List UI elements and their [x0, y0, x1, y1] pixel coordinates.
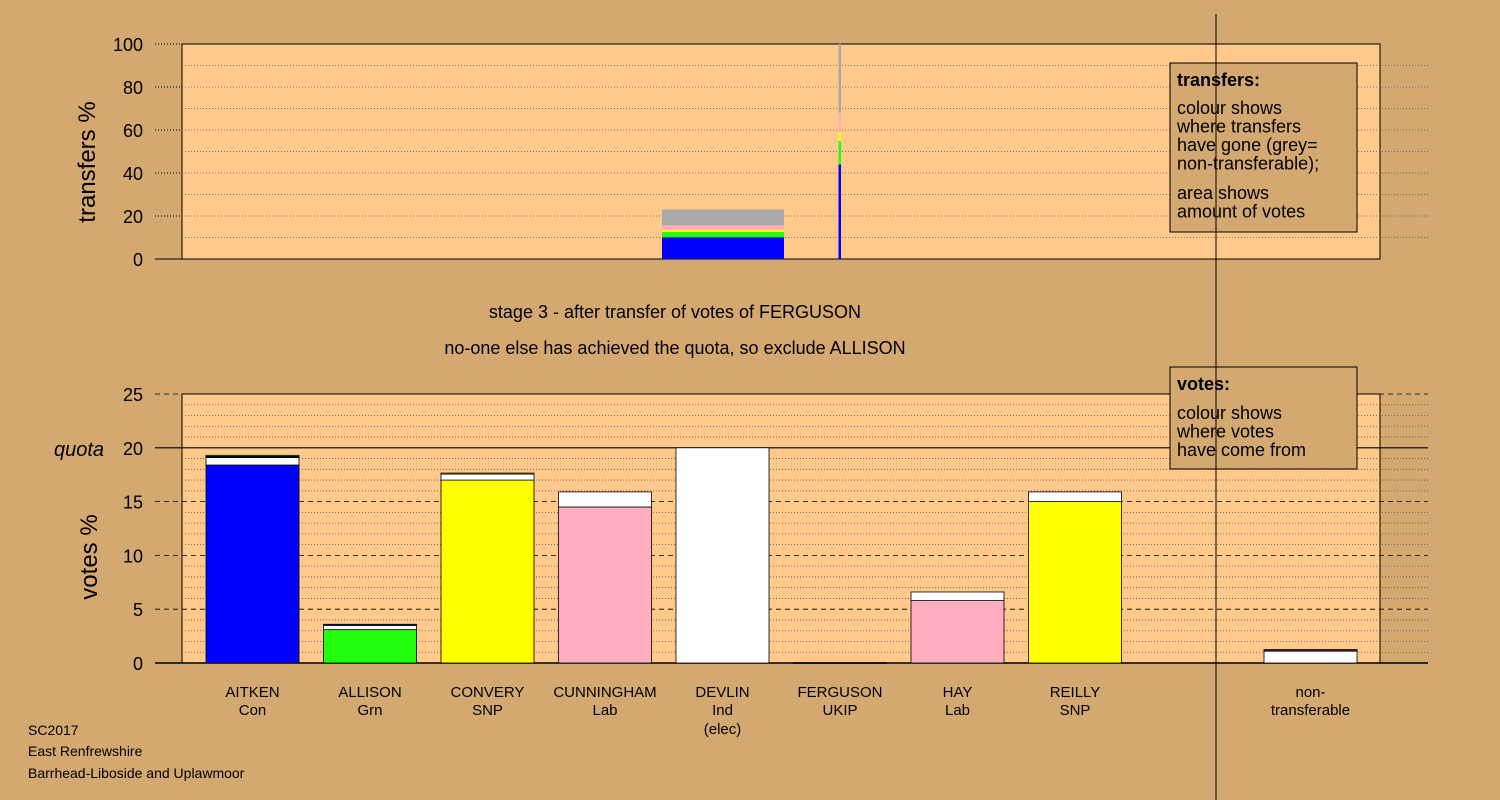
footer-line-2: East Renfrewshire — [28, 743, 143, 759]
candidate-status-label: (elec) — [704, 721, 742, 738]
stage-title: stage 3 - after transfer of votes of FER… — [489, 302, 861, 322]
transfers-y-axis-label: transfers % — [74, 101, 101, 222]
candidate-name-label: HAY — [943, 684, 973, 701]
candidate-bar-segment — [205, 454, 300, 457]
transfers-legend-text: non-transferable); — [1177, 154, 1319, 174]
candidate-party-label: Ind — [712, 702, 733, 719]
candidate-name-label: ALLISON — [338, 684, 401, 701]
candidate-bar-segment — [440, 472, 535, 475]
non-transferable-label: transferable — [1271, 702, 1350, 719]
transfer-area-segment — [662, 229, 784, 232]
candidate-name-label: AITKEN — [225, 684, 279, 701]
transfers-tick-label: 100 — [113, 35, 143, 55]
candidate-bar-segment — [910, 600, 1005, 664]
candidate-bar-segment — [675, 447, 770, 664]
votes-legend-text: colour shows — [1177, 403, 1282, 423]
transfers-legend-title: transfers: — [1177, 70, 1260, 90]
candidate-bar-segment — [910, 591, 1005, 601]
transfers-legend-text: have gone (grey= — [1177, 135, 1318, 155]
votes-tick-label: 25 — [123, 385, 143, 405]
candidate-name-label: FERGUSON — [797, 684, 882, 701]
transfers-tick-label: 40 — [123, 164, 143, 184]
transfer-breakdown-segment — [838, 132, 841, 141]
action-title: no-one else has achieved the quota, so e… — [444, 338, 905, 358]
transfer-area-segment — [662, 231, 784, 238]
transfers-legend-text: where transfers — [1176, 117, 1301, 137]
transfers-legend-box — [1169, 62, 1358, 233]
non-transferable-label: non- — [1295, 684, 1325, 701]
candidate-bar-segment — [323, 623, 417, 626]
footer-line-1: SC2017 — [28, 722, 79, 738]
candidate-party-label: Lab — [592, 702, 617, 719]
transfers-legend-text: amount of votes — [1177, 202, 1305, 222]
candidate-name-label: CUNNINGHAM — [553, 684, 656, 701]
transfers-legend-text: area shows — [1177, 183, 1269, 203]
transfers-chart: 0 20 40 60 80 100 transfers % transfers: colour … — [74, 35, 1428, 270]
candidate-party-label: SNP — [472, 702, 503, 719]
candidate-party-label: SNP — [1060, 702, 1091, 719]
candidate-name-label: CONVERY — [451, 684, 525, 701]
candidate-bar-segment — [205, 464, 300, 664]
candidate-bar-segment — [558, 491, 652, 508]
votes-tick-label: 10 — [123, 546, 143, 566]
candidate-bar-segment — [205, 457, 300, 466]
candidate-bar-segment — [323, 629, 417, 664]
candidate-bar-segment — [440, 479, 535, 664]
candidate-bar-segment — [1028, 491, 1122, 502]
transfer-breakdown-segment — [838, 44, 841, 113]
candidate-bar-segment — [793, 662, 887, 664]
non-transferable-segment — [1263, 649, 1358, 651]
candidate-bar-segment — [323, 624, 417, 631]
transfer-area-segment — [662, 225, 784, 230]
candidate-name-label: DEVLIN — [695, 684, 749, 701]
votes-tick-label: 15 — [123, 493, 143, 513]
transfers-tick-label: 80 — [123, 78, 143, 98]
votes-legend-title: votes: — [1177, 374, 1230, 394]
candidate-bar-segment — [558, 506, 652, 664]
transfers-legend-text: colour shows — [1177, 98, 1282, 118]
transfer-area-segment — [662, 209, 784, 226]
candidate-name-label: REILLY — [1050, 684, 1101, 701]
votes-legend-text: where votes — [1176, 422, 1274, 442]
footer-line-3: Barrhead-Liboside and Uplawmoor — [28, 765, 245, 781]
candidate-party-label: Grn — [357, 702, 382, 719]
transfer-breakdown-segment — [838, 140, 841, 165]
votes-tick-label: 20 — [123, 439, 143, 459]
votes-tick-label: 0 — [133, 654, 143, 674]
candidate-bar-segment — [440, 473, 535, 481]
transfers-tick-label: 20 — [123, 207, 143, 227]
transfer-breakdown-segment — [838, 112, 841, 133]
non-transferable-bar: non-transferable — [1263, 649, 1358, 719]
transfer-breakdown-segment — [838, 164, 841, 259]
candidate-bar-segment — [1028, 501, 1122, 664]
votes-y-axis-label: votes % — [76, 514, 103, 599]
votes-legend-text: have come from — [1177, 440, 1306, 460]
transfers-tick-label: 60 — [123, 121, 143, 141]
transfer-area-segment — [662, 237, 784, 259]
votes-tick-label: 5 — [133, 600, 143, 620]
candidate-party-label: Con — [239, 702, 267, 719]
candidate-party-label: UKIP — [822, 702, 857, 719]
non-transferable-segment — [1263, 650, 1358, 664]
quota-label: quota — [54, 439, 104, 461]
candidate-party-label: Lab — [945, 702, 970, 719]
votes-legend-box — [1169, 366, 1358, 470]
transfers-tick-label: 0 — [133, 250, 143, 270]
